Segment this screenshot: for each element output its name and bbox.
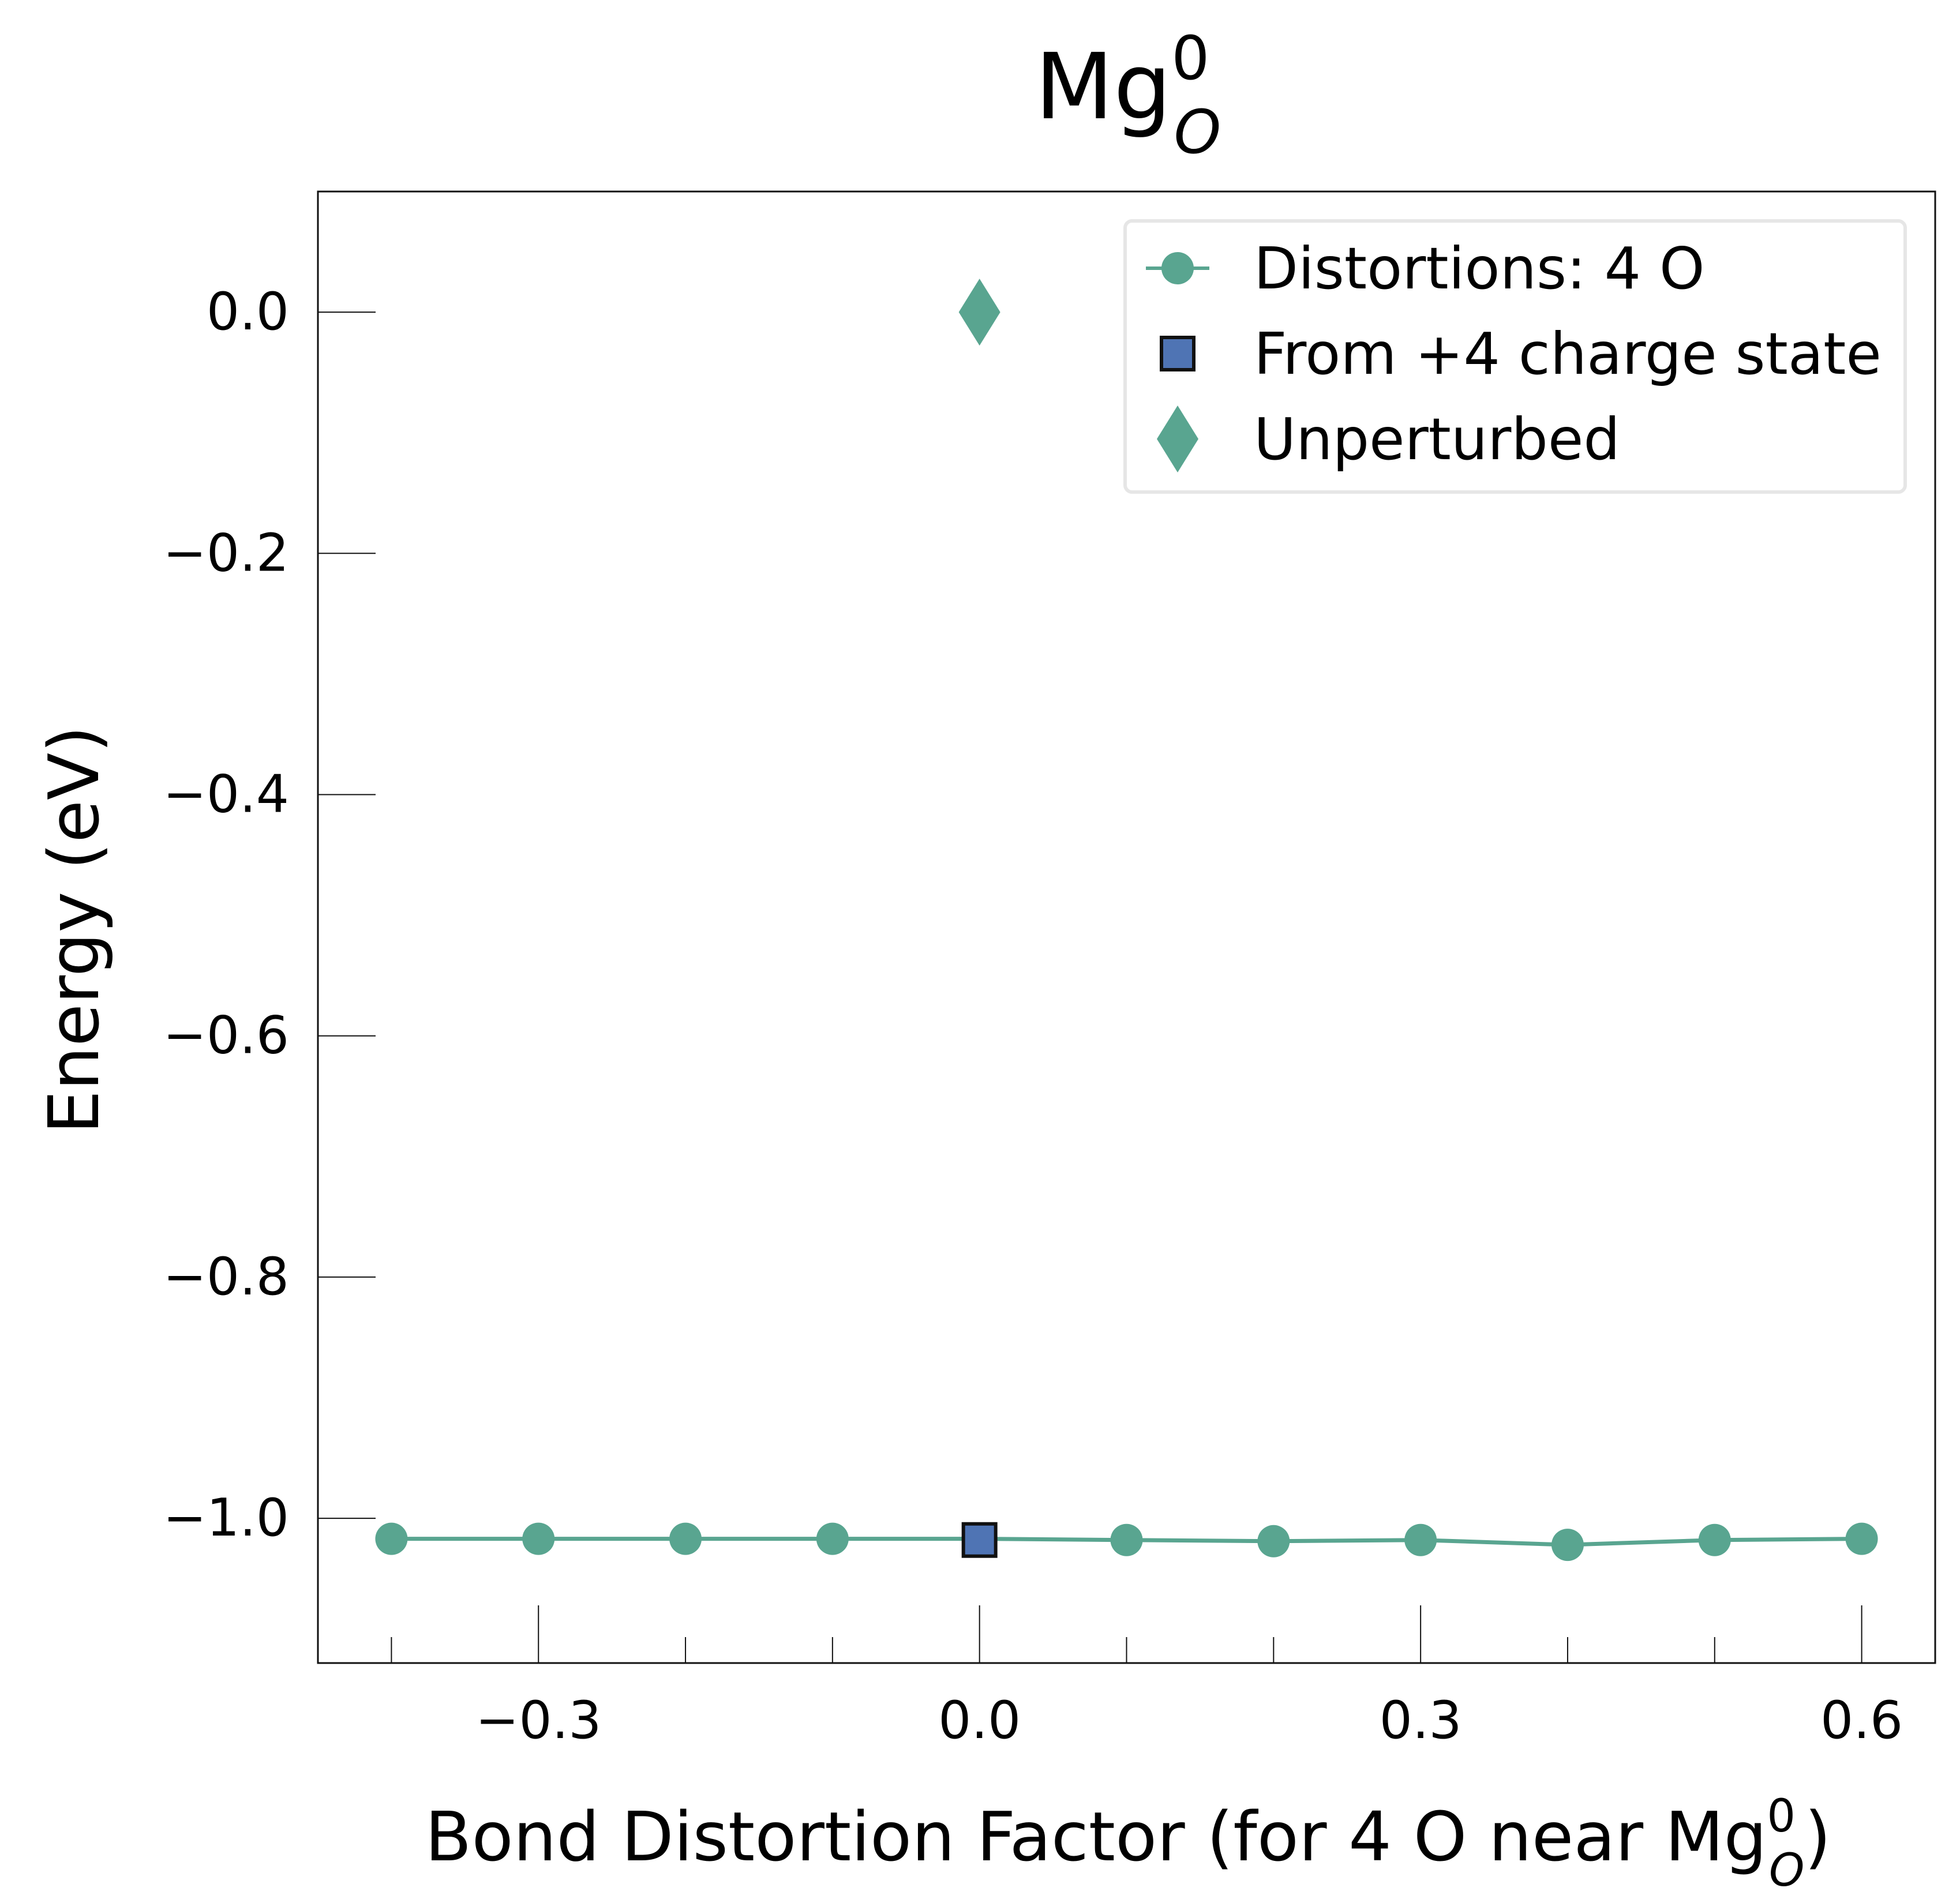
axis-tick-labels: 0.0 −0.2 −0.4 −0.6 −0.8 −1.0 −0.3 0.0 0.3 0.6	[163, 281, 1903, 1751]
x-axis-label: Bond Distortion Factor (for 4 O near Mg0…	[425, 1791, 1831, 1897]
data-point-distortions	[1551, 1529, 1584, 1562]
legend: Distortions: 4 O From +4 charge state Un…	[1123, 219, 1907, 494]
x-axis-label-sub: O	[1769, 1845, 1804, 1897]
y-tick-label: −0.6	[163, 1005, 289, 1066]
legend-item-charge-state: From +4 charge state	[1160, 320, 1882, 388]
legend-label-unperturbed: Unperturbed	[1254, 406, 1620, 473]
x-axis-label-sup: 0	[1767, 1791, 1796, 1842]
y-axis-label: Energy (eV)	[35, 726, 115, 1134]
x-tick-label: 0.3	[1380, 1690, 1462, 1751]
data-point-distortions	[522, 1522, 555, 1555]
x-tick-label: −0.3	[475, 1690, 602, 1751]
legend-frame	[1123, 219, 1907, 494]
y-tick-label: −0.2	[163, 523, 289, 583]
y-tick-label: 0.0	[207, 281, 289, 342]
data-point-distortions	[375, 1522, 408, 1555]
x-axis-label-base: Mg	[1665, 1797, 1767, 1876]
chart-title-sup: 0	[1171, 23, 1209, 93]
legend-circle-icon	[1161, 252, 1194, 284]
legend-square-icon	[1160, 336, 1196, 371]
data-point-unperturbed	[958, 279, 1000, 346]
data-point-charge-state	[961, 1522, 998, 1558]
series-layer	[375, 279, 1878, 1562]
data-point-distortions	[1698, 1523, 1731, 1556]
y-tick-label: −0.4	[163, 764, 289, 824]
chart-title: Mg0 O	[1035, 23, 1221, 167]
x-tick-label: 0.6	[1820, 1690, 1903, 1751]
data-point-distortions	[1404, 1523, 1437, 1556]
x-axis-label-suffix: )	[1804, 1797, 1831, 1876]
legend-label-distortions: Distortions: 4 O	[1254, 235, 1705, 302]
legend-label-charge-state: From +4 charge state	[1254, 320, 1882, 388]
chart-title-sub: O	[1174, 97, 1221, 167]
legend-item-unperturbed: Unperturbed	[1157, 406, 1620, 473]
legend-item-distortions: Distortions: 4 O	[1146, 235, 1705, 302]
data-point-distortions	[1845, 1522, 1878, 1555]
y-tick-label: −1.0	[163, 1488, 289, 1548]
data-point-distortions	[1110, 1523, 1143, 1556]
data-point-distortions	[1257, 1525, 1290, 1557]
axis-ticks	[318, 311, 1862, 1663]
chart-title-base: Mg	[1035, 34, 1172, 140]
legend-diamond-icon	[1157, 406, 1198, 472]
y-tick-label: −0.8	[163, 1247, 289, 1307]
x-axis-label-prefix: Bond Distortion Factor (for 4 O near	[425, 1797, 1665, 1876]
x-tick-label: 0.0	[938, 1690, 1021, 1751]
data-point-distortions	[669, 1522, 702, 1555]
data-point-distortions	[816, 1522, 849, 1555]
